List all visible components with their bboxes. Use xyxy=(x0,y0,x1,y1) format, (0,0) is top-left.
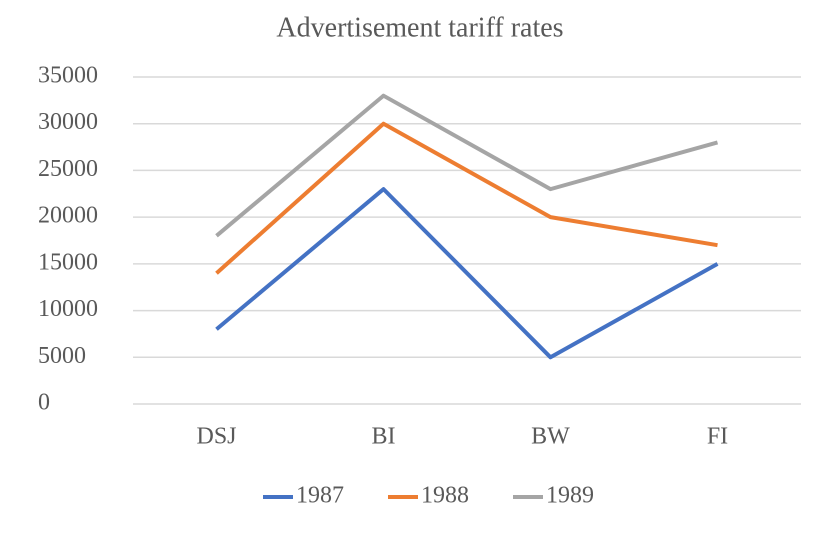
y-tick-label: 20000 xyxy=(38,203,98,229)
x-tick-label: BW xyxy=(531,424,570,450)
y-tick-label: 15000 xyxy=(38,249,98,275)
y-tick-label: 30000 xyxy=(38,109,98,135)
y-tick-label: 25000 xyxy=(38,156,98,182)
y-tick-label: 0 xyxy=(38,390,50,416)
x-tick-label: DSJ xyxy=(196,424,236,450)
y-tick-label: 35000 xyxy=(38,63,98,89)
y-tick-label: 5000 xyxy=(38,343,86,369)
y-tick-label: 10000 xyxy=(38,296,98,322)
series-line xyxy=(215,187,719,360)
chart-title: Advertisement tariff rates xyxy=(276,12,563,43)
legend-label: 1987 xyxy=(296,483,344,509)
legend-label: 1989 xyxy=(546,483,594,509)
series-line xyxy=(215,121,718,275)
x-tick-label: BI xyxy=(372,424,396,450)
x-tick-label: FI xyxy=(707,424,728,450)
legend-label: 1988 xyxy=(421,483,469,509)
series-line xyxy=(215,93,719,238)
